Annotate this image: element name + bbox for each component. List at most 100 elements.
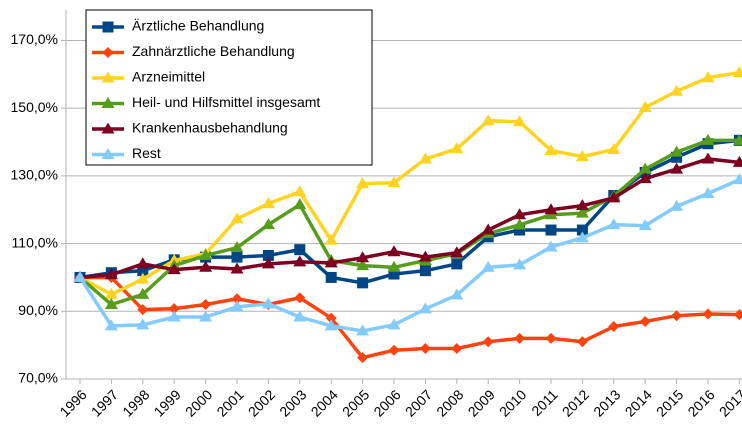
line xyxy=(78,178,741,333)
marker xyxy=(167,263,181,275)
y-tick-label: 110,0% xyxy=(12,234,58,250)
marker xyxy=(575,206,589,218)
marker xyxy=(104,319,118,331)
marker xyxy=(230,262,244,274)
marker xyxy=(481,260,495,272)
marker xyxy=(101,148,115,159)
x-tick-label: 2010 xyxy=(496,386,529,419)
marker xyxy=(638,162,652,174)
marker xyxy=(418,302,432,314)
marker xyxy=(701,133,715,145)
marker xyxy=(293,198,307,210)
x-tick-label: 2008 xyxy=(433,386,466,419)
marker xyxy=(418,152,432,164)
marker xyxy=(324,233,338,245)
x-tick-label: 1997 xyxy=(88,386,121,419)
marker xyxy=(136,257,150,269)
y-tick-label: 150,0% xyxy=(11,99,58,115)
marker xyxy=(545,224,557,236)
marker xyxy=(544,240,558,252)
legend-label: Ärztliche Behandlung xyxy=(132,18,264,34)
marker xyxy=(575,199,589,211)
x-tick-label: 2006 xyxy=(370,386,403,419)
x-tick-label: 1998 xyxy=(119,386,152,419)
marker xyxy=(513,218,527,230)
line xyxy=(80,275,740,360)
marker xyxy=(450,142,464,154)
marker xyxy=(356,324,370,336)
x-tick-label: 2003 xyxy=(276,386,309,419)
line xyxy=(78,138,740,307)
marker xyxy=(387,318,401,330)
marker xyxy=(167,310,181,322)
marker xyxy=(102,47,114,58)
marker xyxy=(231,293,243,305)
marker xyxy=(576,224,588,236)
marker xyxy=(670,84,684,96)
marker xyxy=(419,343,431,355)
marker xyxy=(137,304,149,316)
marker xyxy=(671,151,683,163)
marker xyxy=(481,114,495,126)
marker xyxy=(732,173,742,185)
marker xyxy=(388,268,400,280)
legend-label: Heil- und Hilfsmittel insgesamt xyxy=(132,94,320,110)
marker xyxy=(294,244,306,256)
marker xyxy=(481,223,495,235)
marker xyxy=(357,277,369,289)
marker xyxy=(136,318,150,330)
marker xyxy=(293,255,307,267)
x-tick-label: 2009 xyxy=(465,386,498,419)
marker xyxy=(450,246,464,258)
marker xyxy=(576,336,588,348)
marker xyxy=(514,224,526,236)
y-tick-label: 70,0% xyxy=(18,370,58,386)
marker xyxy=(261,218,275,230)
marker xyxy=(230,241,244,253)
marker xyxy=(102,21,114,33)
marker xyxy=(482,336,494,348)
marker xyxy=(294,292,306,304)
x-tick-label: 2016 xyxy=(684,386,717,419)
marker xyxy=(418,250,432,262)
x-tick-label: 1996 xyxy=(56,386,89,419)
x-tick-label: 2001 xyxy=(213,386,246,419)
marker xyxy=(638,219,652,231)
marker xyxy=(575,150,589,162)
marker xyxy=(101,97,115,108)
marker xyxy=(293,310,307,322)
marker xyxy=(356,177,370,189)
marker xyxy=(199,248,213,260)
marker xyxy=(388,344,400,356)
x-tick-label: 2014 xyxy=(622,386,655,419)
marker xyxy=(670,145,684,157)
line xyxy=(79,70,740,297)
marker xyxy=(608,321,620,333)
marker xyxy=(387,245,401,257)
y-tick-label: 130,0% xyxy=(11,167,58,183)
marker xyxy=(639,315,651,327)
y-tick-label: 90,0% xyxy=(18,302,58,318)
marker xyxy=(732,133,742,145)
legend-label: Arzneimittel xyxy=(132,69,205,85)
marker xyxy=(262,249,274,261)
marker xyxy=(230,212,244,224)
marker xyxy=(101,122,115,134)
marker xyxy=(733,309,742,321)
marker xyxy=(545,332,557,344)
marker xyxy=(325,312,337,324)
marker xyxy=(702,308,714,320)
series xyxy=(73,152,742,282)
marker xyxy=(670,162,684,174)
marker xyxy=(324,319,338,331)
x-tick-label: 2007 xyxy=(402,386,435,419)
marker xyxy=(104,298,118,310)
marker xyxy=(671,310,683,322)
marker xyxy=(231,251,243,263)
marker xyxy=(230,300,244,312)
x-tick-label: 2011 xyxy=(528,386,561,419)
marker xyxy=(387,176,401,188)
x-tick-label: 2004 xyxy=(308,386,341,419)
marker xyxy=(607,142,621,154)
marker xyxy=(451,258,463,270)
